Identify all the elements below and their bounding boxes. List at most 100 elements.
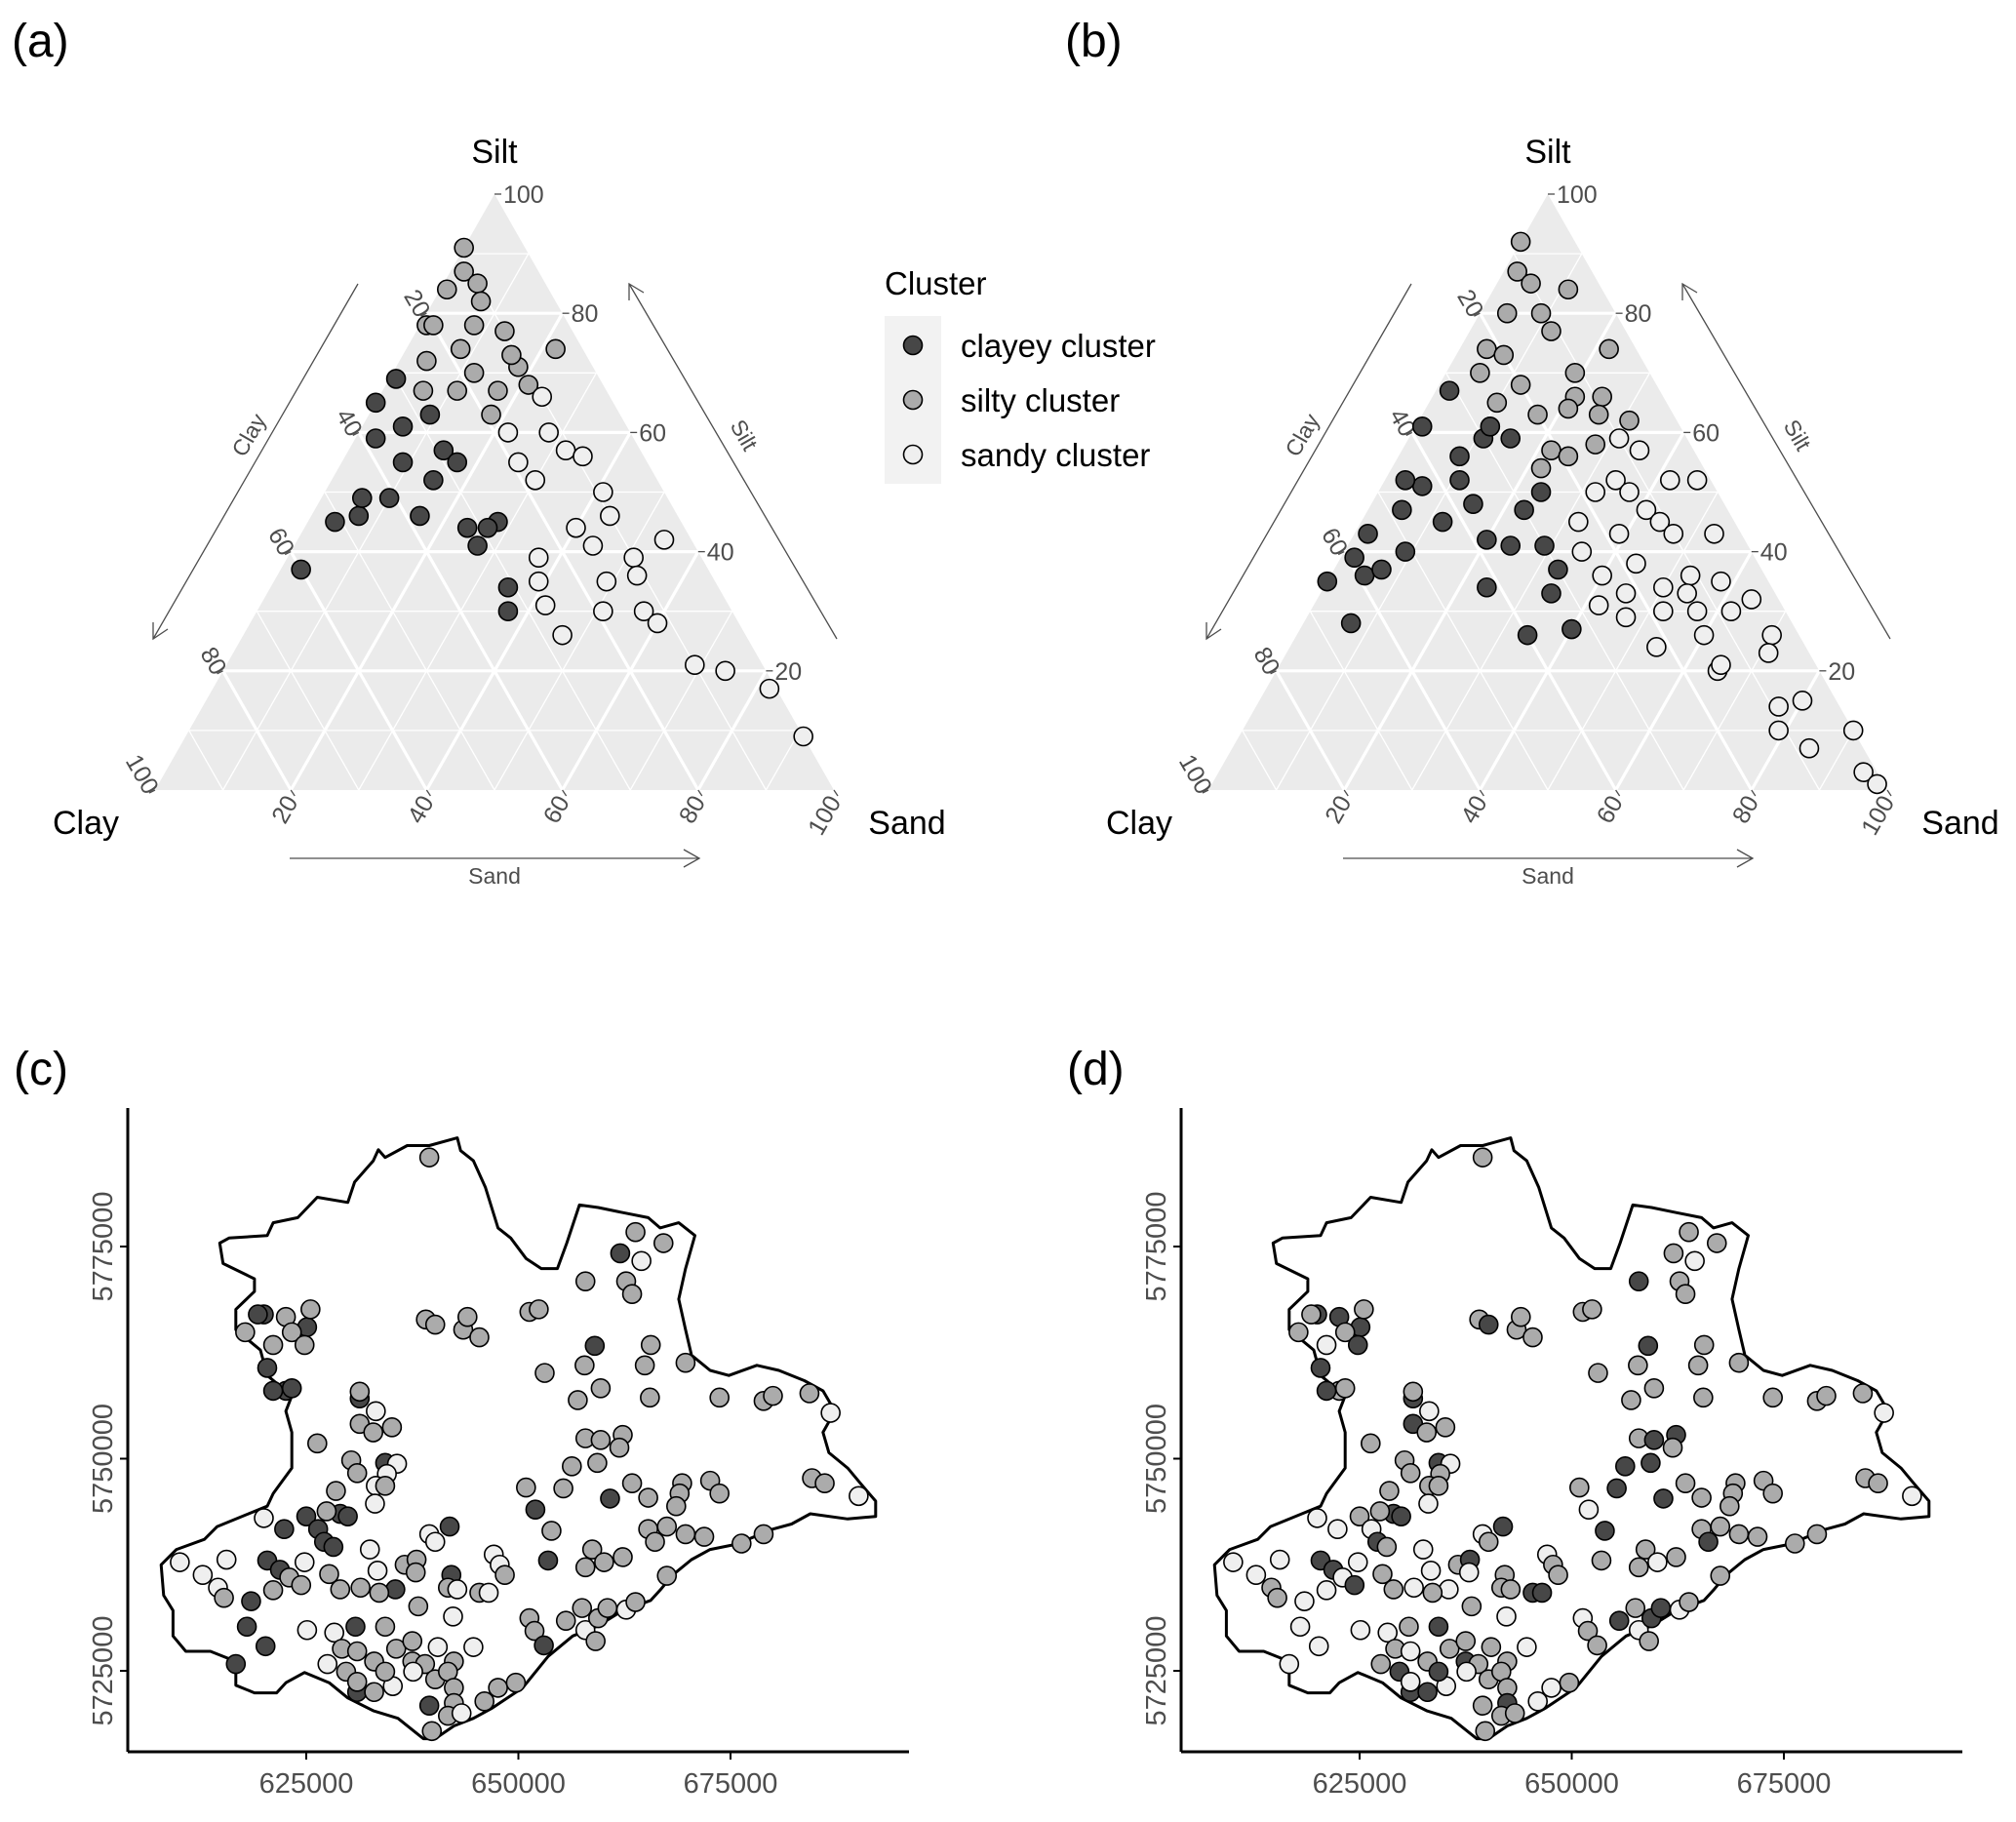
clay-tick-mark (352, 431, 360, 436)
clayey-sample-point (1344, 1574, 1365, 1596)
sandy-sample-point (366, 1401, 386, 1422)
silty-sample-point (1635, 1539, 1656, 1560)
silty-sample-point (1691, 1487, 1712, 1508)
sandy-sample-point (534, 595, 556, 615)
sand-tick-mark (290, 789, 296, 797)
silty-sample-point (1662, 1437, 1683, 1458)
silty-sample-point (1559, 1672, 1580, 1693)
silty-sample-point (1720, 1495, 1740, 1517)
silty-sample-point (375, 1661, 396, 1683)
clay-gridline (188, 730, 224, 791)
silty-sample-point (1785, 1533, 1805, 1554)
silty-sample-point (1530, 457, 1552, 479)
clayey-sample-point (1310, 1358, 1331, 1378)
corner-label-sand: Sand (868, 805, 945, 842)
silty-sample-point (634, 1355, 655, 1376)
silty-sample-point (585, 1631, 606, 1651)
clay-tick-mark (284, 551, 292, 556)
silty-sample-point (613, 1547, 633, 1567)
silty-sample-point (574, 1355, 595, 1376)
silty-sample-point (1376, 1536, 1398, 1558)
sandy-sample-point (367, 1561, 388, 1581)
clayey-sample-point (1530, 482, 1552, 502)
sandy-sample-point (759, 678, 780, 699)
legend-key-clayey (902, 335, 924, 356)
clayey-sample-point (1514, 499, 1534, 521)
clayey-sample-point (1449, 469, 1470, 491)
sandy-sample-point (296, 1619, 318, 1641)
sand-tick-mark (1886, 789, 1892, 797)
silty-sample-point (553, 1478, 573, 1499)
sandy-sample-point (552, 624, 573, 646)
silty-sample-point (1868, 1473, 1888, 1494)
silty-sample-point (1511, 1306, 1531, 1327)
silty-sample-point (381, 1417, 403, 1438)
x-tick-label: 650000 (471, 1768, 566, 1800)
silty-sample-point (1521, 273, 1541, 294)
silty-sample-point (1301, 1304, 1322, 1325)
silty-sample-point (1472, 1695, 1493, 1716)
panel-label-c: (c) (14, 1044, 68, 1095)
sandy-sample-point (715, 660, 735, 682)
sandy-sample-point (1605, 469, 1626, 491)
clayey-sample-point (1371, 559, 1392, 580)
silty-sample-point (534, 1363, 555, 1383)
silty-sample-point (346, 1672, 368, 1692)
sandy-sample-point (1619, 482, 1640, 502)
sandy-sample-point (1439, 1579, 1459, 1600)
silty-sample-point (385, 1639, 407, 1659)
silty-sample-point (405, 1562, 426, 1583)
silty-sample-point (587, 1452, 608, 1474)
clayey-sample-point (534, 1635, 554, 1656)
clay-gridline (1242, 730, 1278, 791)
silty-sample-point (469, 1327, 490, 1348)
sandy-sample-point (1684, 1250, 1705, 1272)
clayey-sample-point (274, 1519, 295, 1540)
silt-tick-label: 40 (707, 539, 734, 567)
silty-sample-point (1507, 261, 1527, 282)
sandy-sample-point (1615, 583, 1637, 604)
sandy-sample-point (1693, 624, 1715, 646)
clayey-sample-point (447, 452, 468, 473)
silty-sample-point (424, 1314, 446, 1335)
sandy-sample-point (365, 1493, 385, 1514)
silty-sample-point (1522, 1327, 1543, 1348)
corner-label-silt: Silt (1524, 134, 1571, 171)
silty-sample-point (349, 1381, 371, 1403)
silty-sample-point (518, 375, 539, 395)
sandy-sample-point (1412, 1539, 1434, 1560)
sandy-sample-point (1792, 691, 1813, 711)
sandy-sample-point (1649, 511, 1671, 533)
silt-tick-label: 80 (572, 300, 599, 328)
sandy-sample-point (626, 565, 648, 586)
clayey-sample-point (1595, 1521, 1615, 1541)
y-tick-label: 5725000 (1141, 1616, 1172, 1726)
sandy-sample-point (1571, 541, 1593, 562)
silty-sample-point (470, 291, 492, 312)
y-tick-label: 5750000 (88, 1404, 119, 1514)
sand-tick-mark (833, 789, 839, 797)
silty-sample-point (1349, 1506, 1370, 1526)
sandy-sample-point (1629, 440, 1650, 461)
silty-sample-point (645, 1531, 665, 1553)
corner-label-clay: Clay (53, 805, 119, 842)
silty-sample-point (436, 279, 457, 300)
silty-sample-point (693, 1526, 715, 1547)
sandy-sample-point (1758, 643, 1779, 663)
sandy-sample-point (596, 571, 617, 592)
silty-sample-point (597, 1598, 618, 1618)
sandy-sample-point (528, 547, 549, 569)
clayey-sample-point (225, 1653, 247, 1675)
clayey-sample-point (418, 1695, 440, 1716)
silty-sample-point (463, 362, 485, 383)
clayey-sample-point (1428, 1661, 1449, 1683)
silty-sample-point (625, 1221, 646, 1243)
clayey-sample-point (1517, 624, 1538, 646)
silty-sample-point (1816, 1385, 1837, 1406)
clayey-sample-point (291, 559, 311, 580)
silty-sample-point (1564, 362, 1586, 383)
clayey-sample-point (497, 576, 519, 598)
silty-sample-point (1762, 1387, 1783, 1408)
